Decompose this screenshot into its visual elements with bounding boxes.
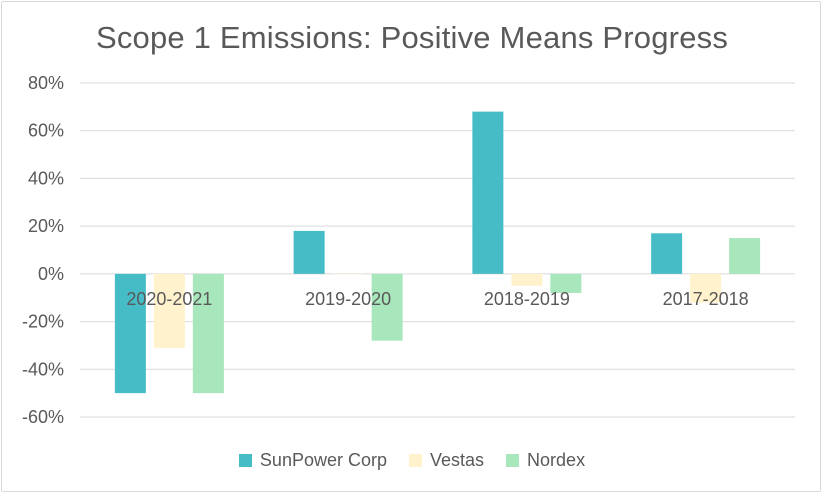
y-tick-label: 20%	[28, 216, 64, 236]
y-tick-label: 80%	[28, 73, 64, 93]
x-category-label: 2019-2020	[305, 289, 391, 309]
bar-vestas-2017-2018	[690, 273, 722, 303]
x-category-label: 2018-2019	[484, 289, 570, 309]
x-category-label: 2020-2021	[126, 289, 212, 309]
bar-nordex-2020-2021	[192, 273, 224, 394]
legend-item-sunpower: SunPower Corp	[238, 450, 387, 471]
y-tick-label: 60%	[28, 121, 64, 141]
bar-nordex-2019-2020	[371, 273, 403, 341]
legend-item-nordex: Nordex	[506, 450, 585, 471]
bar-sunpower-corp-2017-2018	[651, 233, 683, 274]
y-tick-label: 40%	[28, 168, 64, 188]
bar-vestas-2018-2019	[511, 273, 543, 286]
bar-sunpower-corp-2018-2019	[472, 111, 504, 274]
bar-nordex-2017-2018	[729, 238, 761, 274]
bar-vestas-2020-2021	[153, 273, 185, 348]
legend-label-sunpower: SunPower Corp	[259, 450, 387, 470]
x-category-label: 2017-2018	[663, 289, 749, 309]
legend-swatch-nordex	[506, 454, 520, 467]
y-tick-label: -40%	[22, 359, 64, 379]
legend: SunPower Corp Vestas Nordex	[0, 450, 824, 471]
y-tick-label: -60%	[22, 407, 64, 427]
bar-sunpower-corp-2019-2020	[293, 230, 325, 274]
legend-swatch-vestas	[409, 454, 422, 467]
legend-swatch-sunpower	[238, 454, 252, 467]
legend-item-vestas: Vestas	[409, 450, 484, 471]
bar-vestas-2019-2020	[332, 273, 364, 275]
bar-sunpower-corp-2020-2021	[114, 273, 146, 394]
y-tick-label: -20%	[22, 312, 64, 332]
legend-label-nordex: Nordex	[527, 450, 586, 470]
y-tick-label: 0%	[38, 264, 64, 284]
bar-nordex-2018-2019	[550, 273, 582, 293]
chart-title: Scope 1 Emissions: Positive Means Progre…	[95, 20, 729, 55]
legend-label-vestas: Vestas	[430, 450, 485, 470]
